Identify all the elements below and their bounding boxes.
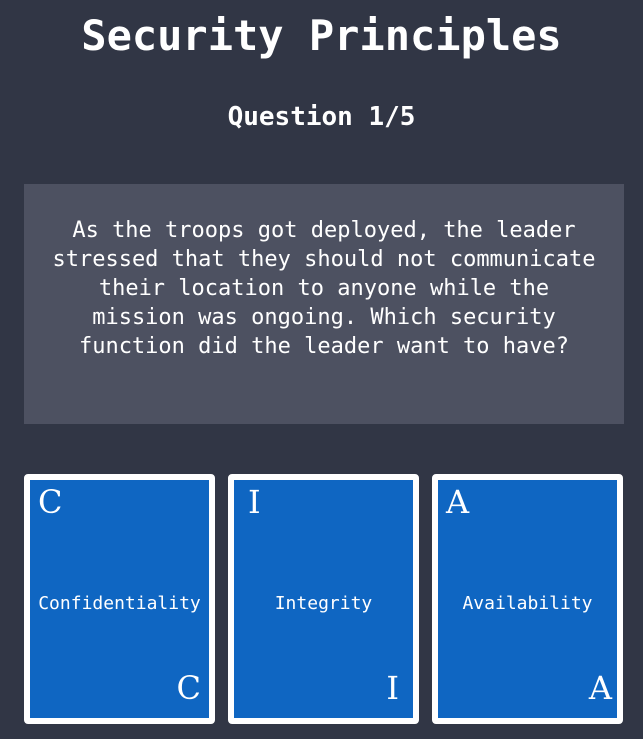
answer-cards: C Confidentiality C I Integrity I A Avai… [24,474,624,724]
card-corner-letter-bottom: I [386,669,399,707]
answer-card-availability[interactable]: A Availability A [432,474,623,724]
question-text: As the troops got deployed, the leader s… [52,218,596,359]
answer-card-integrity[interactable]: I Integrity I [228,474,419,724]
card-corner-letter-top: I [248,483,261,521]
card-corner-letter-top: C [38,483,63,521]
card-corner-letter-bottom: A [588,669,612,707]
card-label: Availability [462,593,593,614]
question-counter: Question 1/5 [227,102,416,132]
answer-card-confidentiality[interactable]: C Confidentiality C [24,474,215,724]
card-corner-letter-top: A [446,483,470,521]
page-title: Security Principles [81,11,562,60]
question-box: As the troops got deployed, the leader s… [24,184,624,424]
card-label: Confidentiality [38,593,201,614]
card-label: Integrity [274,593,373,614]
card-corner-letter-bottom: C [176,669,201,707]
